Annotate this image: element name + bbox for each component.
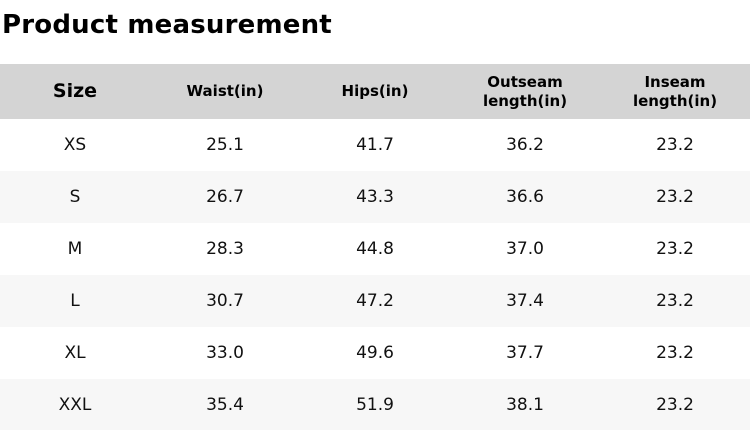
size-cell: XS [63, 135, 87, 155]
table-row-xs: XS 25.1 41.7 36.2 23.2 [0, 119, 750, 171]
size-cell: M [67, 239, 83, 259]
size-cell: L [70, 291, 80, 311]
size-cell: XXL [58, 395, 92, 415]
inseam-cell: 23.2 [656, 291, 694, 311]
outseam-cell: 38.1 [506, 395, 544, 415]
inseam-cell: 23.2 [656, 135, 694, 155]
table-row-m: M 28.3 44.8 37.0 23.2 [0, 223, 750, 275]
waist-cell: 26.7 [206, 187, 244, 207]
outseam-cell: 37.0 [506, 239, 544, 259]
table-row-xxl: XXL 35.4 51.9 38.1 23.2 [0, 379, 750, 430]
inseam-cell: 23.2 [656, 239, 694, 259]
outseam-cell: 37.4 [506, 291, 544, 311]
page-title: Product measurement [2, 10, 332, 40]
waist-cell: 30.7 [206, 291, 244, 311]
column-header-outseam: Outseam length(in) [482, 72, 568, 110]
size-cell: S [69, 187, 81, 207]
outseam-cell: 36.6 [506, 187, 544, 207]
inseam-cell: 23.2 [656, 395, 694, 415]
inseam-cell: 23.2 [656, 187, 694, 207]
waist-cell: 33.0 [206, 343, 244, 363]
column-header-hips: Hips(in) [341, 82, 409, 100]
hips-cell: 47.2 [356, 291, 394, 311]
waist-cell: 28.3 [206, 239, 244, 259]
outseam-cell: 37.7 [506, 343, 544, 363]
table-row-xl: XL 33.0 49.6 37.7 23.2 [0, 327, 750, 379]
inseam-cell: 23.2 [656, 343, 694, 363]
waist-cell: 25.1 [206, 135, 244, 155]
hips-cell: 49.6 [356, 343, 394, 363]
waist-cell: 35.4 [206, 395, 244, 415]
size-cell: XL [64, 343, 86, 363]
header-row: Size Waist(in) Hips(in) Outseam length(i… [0, 64, 750, 119]
table-row-s: S 26.7 43.3 36.6 23.2 [0, 171, 750, 223]
column-header-size: Size [52, 80, 98, 102]
hips-cell: 43.3 [356, 187, 394, 207]
hips-cell: 41.7 [356, 135, 394, 155]
column-header-inseam: Inseam length(in) [632, 72, 718, 110]
table-row-l: L 30.7 47.2 37.4 23.2 [0, 275, 750, 327]
column-header-waist: Waist(in) [186, 82, 264, 100]
hips-cell: 44.8 [356, 239, 394, 259]
hips-cell: 51.9 [356, 395, 394, 415]
measurement-table: Size Waist(in) Hips(in) Outseam length(i… [0, 64, 750, 430]
outseam-cell: 36.2 [506, 135, 544, 155]
